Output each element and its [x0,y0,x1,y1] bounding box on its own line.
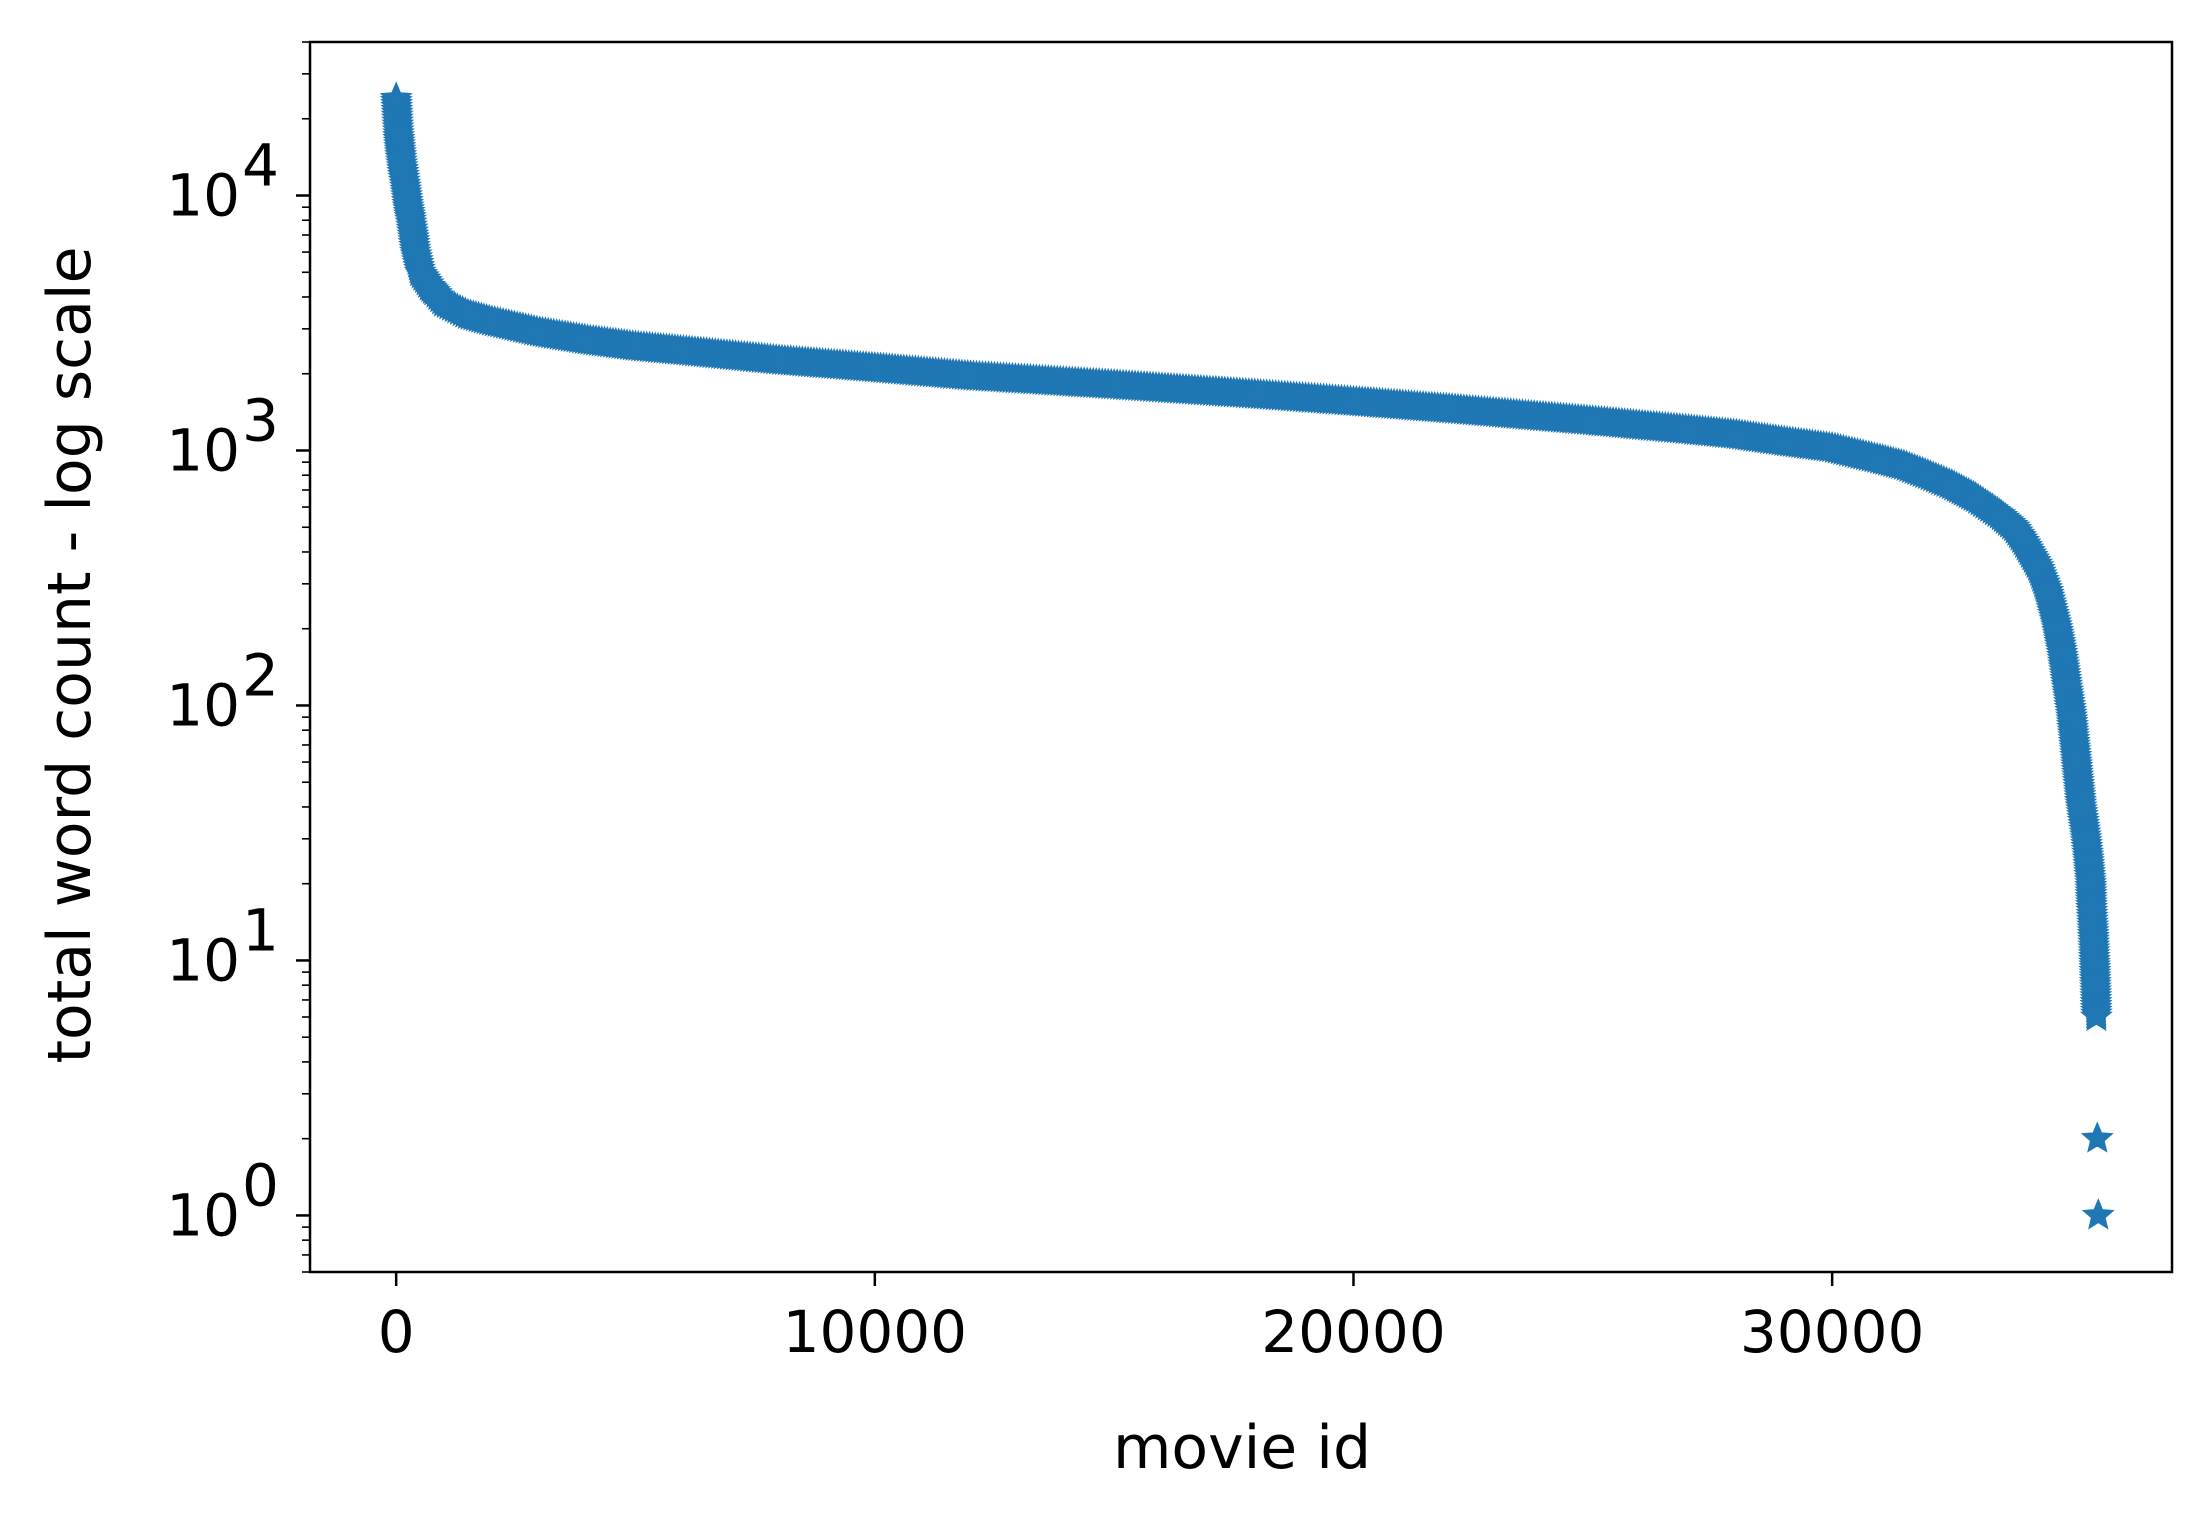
y-tick-exponent: 0 [242,1151,279,1219]
data-point [2083,1199,2114,1229]
y-tick-label: 10 [166,416,240,484]
y-tick-label: 10 [166,1181,240,1249]
data-point [2080,969,2111,999]
data-point [476,305,508,335]
y-tick-exponent: 4 [242,132,279,200]
data-point [2051,669,2082,699]
data-point [668,335,699,365]
data-point [2061,746,2092,775]
data-point [1888,449,1920,479]
data-point [2070,822,2102,852]
data-series [379,81,2115,1230]
data-point [428,286,460,316]
y-axis-label: total word count - log scale [35,246,105,1063]
data-point [763,344,795,374]
data-point [385,142,417,172]
data-point [388,159,419,189]
x-tick-label: 0 [378,1298,415,1366]
data-point [1912,459,1944,489]
data-point [955,360,986,390]
x-tick-label: 20000 [1261,1298,1446,1366]
data-point [2081,1001,2112,1030]
data-point [1098,369,1130,399]
y-tick-label: 10 [166,671,240,739]
data-point [390,174,421,204]
data-point [1721,419,1752,448]
plot-frame [308,40,2174,1274]
data-point [1577,405,1608,435]
data-point [1673,414,1704,444]
data-point [1864,443,1896,473]
x-tick-label: 10000 [783,1298,968,1366]
data-point [2076,892,2107,922]
data-point [620,330,651,360]
x-axis-label: movie id [1113,1413,1371,1483]
data-point [2065,790,2097,820]
data-point [380,82,412,112]
data-point [1984,498,2015,528]
data-point [1816,432,1848,462]
data-point [1434,393,1465,423]
data-point [392,191,424,221]
y-tick-exponent: 3 [242,386,279,454]
data-point [2073,843,2104,872]
data-point [2082,1122,2113,1152]
y-tick-label: 10 [166,162,240,230]
data-point [2022,550,2054,580]
data-point [383,120,414,150]
data-point [2046,637,2078,667]
data-point [1338,386,1369,415]
data-point [1242,379,1273,408]
data-point [1769,426,1800,455]
data-point [859,352,890,382]
data-point [1960,482,1991,512]
data-point [397,219,429,248]
y-tick-exponent: 2 [242,641,279,709]
data-point [572,324,603,354]
data-point [400,236,431,265]
data-point [2078,924,2109,954]
y-tick-exponent: 1 [242,896,279,964]
data-point [395,204,426,234]
data-point [2032,575,2063,605]
data-point [2008,525,2039,555]
data-point [1936,469,1967,499]
x-tick-label: 30000 [1740,1298,1925,1366]
data-point [2075,867,2106,897]
data-point [2077,907,2108,937]
data-point [2056,701,2087,731]
y-tick-label: 10 [166,926,240,994]
data-point [2079,944,2110,974]
data-point [452,299,484,328]
data-point [524,316,555,346]
data-point [2041,612,2073,642]
